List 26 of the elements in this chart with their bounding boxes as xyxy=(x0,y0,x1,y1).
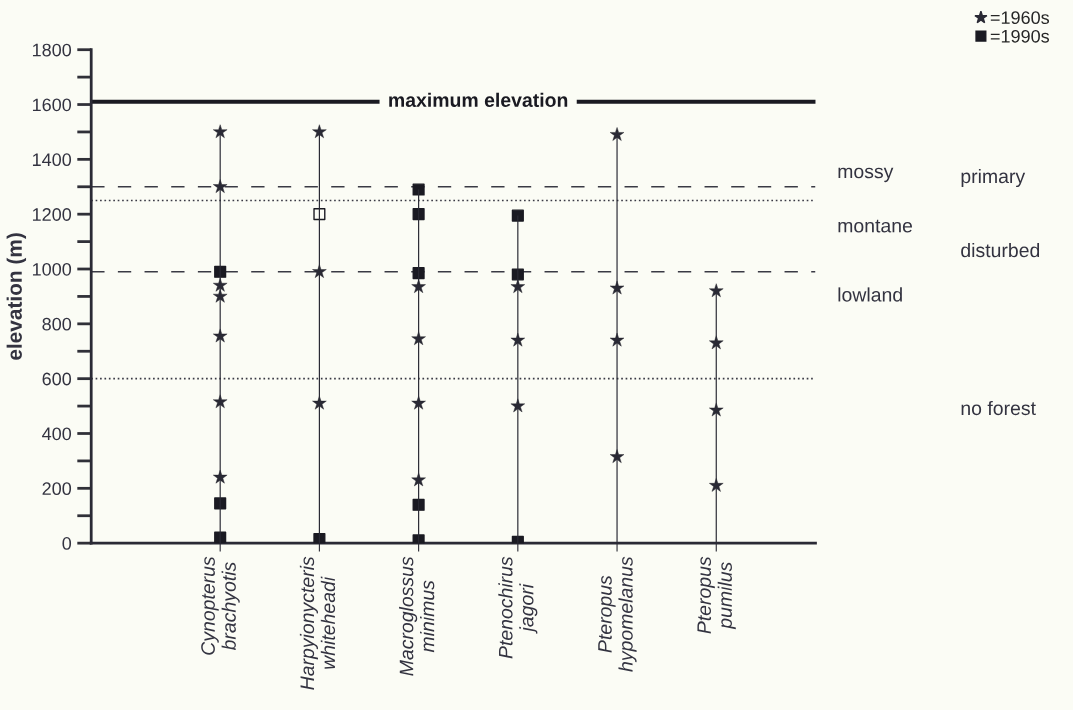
legend-label: =1960s xyxy=(990,11,1050,25)
y-tick-label: 1600 xyxy=(32,98,72,112)
text: montane xyxy=(838,219,913,233)
y-tick-label: 200 xyxy=(42,482,72,496)
x-tick-label: Pteropus hypomelanus xyxy=(598,556,637,672)
y-tick-label: 1800 xyxy=(32,43,72,57)
legend-label: =1990s xyxy=(990,29,1050,43)
text: mossy xyxy=(838,167,894,183)
text: no forest xyxy=(961,400,1036,416)
x-tick-label: Harpyionycteris whiteheadi xyxy=(299,556,336,690)
y-axis-title: elevation (m) xyxy=(6,233,27,360)
text: lowland xyxy=(838,287,902,302)
x-tick-label: Macroglossus minimus xyxy=(399,556,435,676)
y-tick-label: 1200 xyxy=(32,208,72,221)
x-tick-label: Ptenochirus jagori xyxy=(498,556,538,659)
y-tick-label: 0 xyxy=(62,537,72,550)
y-tick-label: 400 xyxy=(42,427,72,441)
ref-line-label: maximum elevation xyxy=(389,92,568,108)
x-tick-label: Pteropus pumilus xyxy=(697,556,736,634)
y-tick-label: 1400 xyxy=(32,153,72,167)
text: disturbed xyxy=(961,242,1040,258)
y-tick-label: 800 xyxy=(42,317,72,331)
x-tick-label: Cynopterus brachyotis xyxy=(201,556,240,655)
y-tick-label: 600 xyxy=(42,372,72,386)
text: primary xyxy=(961,168,1026,188)
y-tick-label: 1000 xyxy=(32,262,72,276)
